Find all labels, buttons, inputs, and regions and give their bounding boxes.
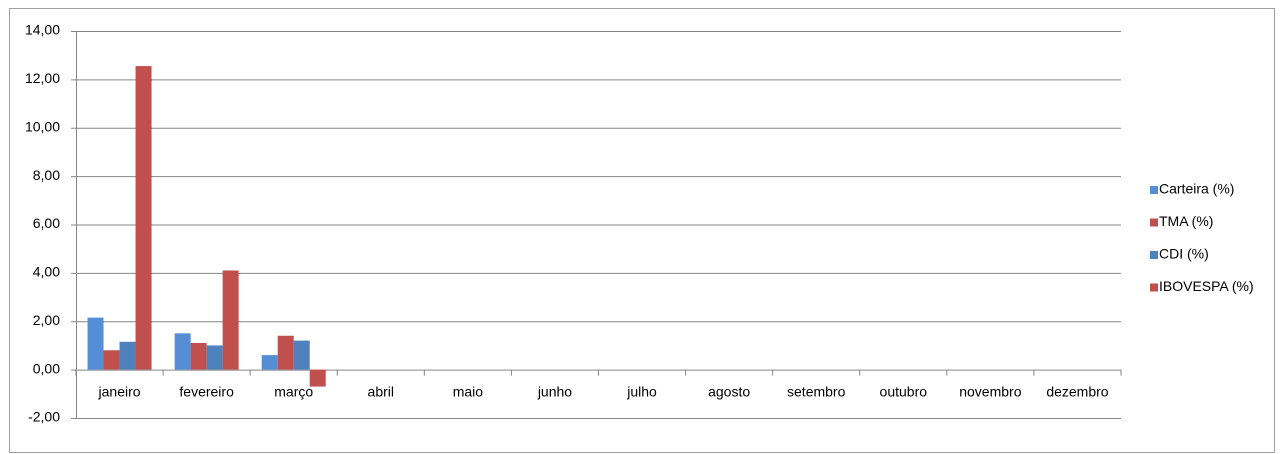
x-tick-label: agosto xyxy=(708,384,750,400)
chart-border xyxy=(9,8,1275,453)
bar xyxy=(190,343,207,370)
bar xyxy=(222,270,239,370)
bar xyxy=(277,335,294,370)
y-tick-label: 2,00 xyxy=(33,312,60,328)
legend-swatch xyxy=(1150,186,1158,194)
bar xyxy=(135,66,152,370)
y-tick-label: 8,00 xyxy=(33,167,60,183)
y-tick-label: 14,00 xyxy=(25,22,60,38)
bar xyxy=(206,345,223,370)
x-tick-label: janeiro xyxy=(98,384,141,400)
y-tick-label: 4,00 xyxy=(33,264,60,280)
y-tick-label: -2,00 xyxy=(28,409,60,425)
legend-label: IBOVESPA (%) xyxy=(1159,278,1254,294)
x-tick-label: junho xyxy=(537,384,572,400)
bar xyxy=(309,369,326,387)
x-tick-label: março xyxy=(274,384,313,400)
legend-swatch xyxy=(1150,283,1158,292)
y-tick-label: 12,00 xyxy=(25,70,60,86)
bar xyxy=(174,333,191,370)
legend-swatch xyxy=(1150,218,1158,227)
x-tick-label: abril xyxy=(368,384,394,400)
x-tick-label: setembro xyxy=(787,384,846,400)
bar xyxy=(87,317,104,370)
bar xyxy=(293,340,310,370)
y-tick-label: 10,00 xyxy=(25,118,60,134)
legend-label: CDI (%) xyxy=(1159,246,1209,262)
bar xyxy=(103,350,120,370)
x-tick-label: julho xyxy=(626,384,657,400)
bar xyxy=(261,355,278,370)
x-tick-label: maio xyxy=(453,384,484,400)
legend-label: TMA (%) xyxy=(1159,213,1213,229)
x-tick-label: fevereiro xyxy=(179,384,234,400)
legend-label: Carteira (%) xyxy=(1159,181,1234,197)
x-tick-label: dezembro xyxy=(1046,384,1108,400)
y-tick-label: 6,00 xyxy=(33,215,60,231)
y-tick-label: 0,00 xyxy=(33,360,60,376)
x-tick-label: outubro xyxy=(880,384,928,400)
x-tick-label: novembro xyxy=(959,384,1021,400)
legend-swatch xyxy=(1150,251,1158,259)
bar xyxy=(119,341,136,370)
